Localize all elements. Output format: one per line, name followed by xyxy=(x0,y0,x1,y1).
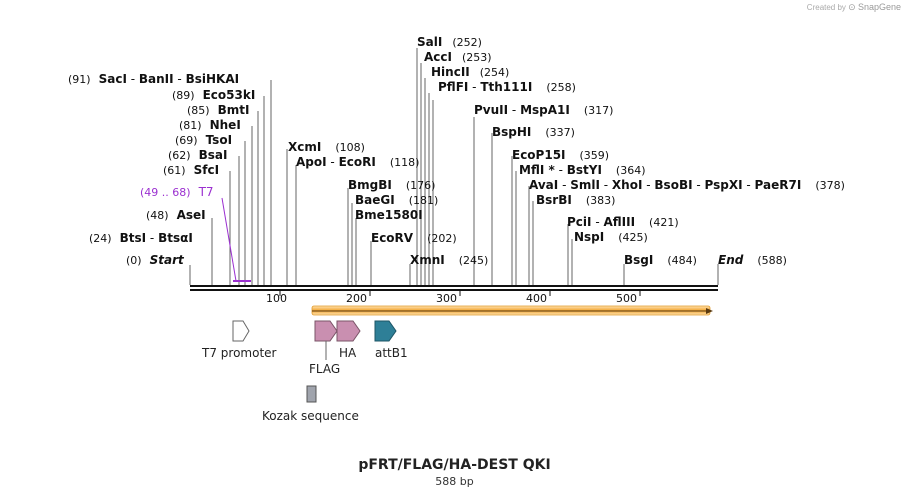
feature-flag[interactable]: FLAG xyxy=(309,320,340,376)
ruler-labels: 100 200 300 400 500 xyxy=(266,292,637,305)
feature-t7-promoter[interactable]: T7 promoter xyxy=(201,320,277,360)
primer-t7-label: (49 .. 68) T7 xyxy=(140,185,214,199)
enzyme-row-sali: SalI (252) xyxy=(417,35,482,49)
snapgene-credit: Created by ⊙ SnapGene xyxy=(807,2,901,13)
enzyme-row-bsai: (62) BsaI xyxy=(168,148,227,162)
feature-kozak-sequence[interactable]: Kozak sequence xyxy=(262,385,359,423)
enzyme-row-bsgi: BsgI (484) xyxy=(624,253,697,267)
enzyme-row-avai: AvaI - SmlI - XhoI - BsoBI - PspXI - Pae… xyxy=(529,178,845,192)
credit-prefix: Created by xyxy=(806,3,846,12)
attb1-label: attB1 xyxy=(375,346,408,360)
enzyme-row-nhei: (81) NheI xyxy=(179,118,241,132)
enzyme-row-nspi: NspI (425) xyxy=(574,230,648,244)
flag-label: FLAG xyxy=(309,362,340,376)
tick-label-500: 500 xyxy=(616,292,637,305)
enzyme-row-eco53ki: (89) Eco53kI xyxy=(172,88,255,102)
enzyme-row-sfci: (61) SfcI xyxy=(163,163,219,177)
tick-label-100: 100 xyxy=(266,292,287,305)
sequence-length: 588 bp xyxy=(435,475,474,488)
ha-arrow-icon xyxy=(336,320,361,342)
tick-label-300: 300 xyxy=(436,292,457,305)
enzyme-row-bmti: (85) BmtI xyxy=(187,103,249,117)
ruler xyxy=(279,290,641,296)
enzyme-row-saci: (91) SacI - BanII - BsiHKAI xyxy=(68,72,239,86)
enzyme-row-bsphi: BspHI (337) xyxy=(492,125,575,139)
feature-ha[interactable]: HA xyxy=(336,320,361,360)
start-label: (0) Start xyxy=(126,253,185,267)
enzyme-row-bme1580i: Bme1580I xyxy=(355,208,423,222)
t7-primer[interactable] xyxy=(221,197,251,282)
enzyme-row-ecorv: EcoRV (202) xyxy=(371,231,457,245)
enzyme-row-xcmi: XcmI (108) xyxy=(288,140,365,154)
kozak-label: Kozak sequence xyxy=(262,409,359,423)
map-title: pFRT/FLAG/HA-DEST QKI xyxy=(358,457,551,473)
enzyme-row-baegi: BaeGI (181) xyxy=(355,193,438,207)
end-label: End (588) xyxy=(718,253,787,267)
enzyme-row-pflfi: PflFI - Tth111I (258) xyxy=(438,80,576,94)
ha-label: HA xyxy=(339,346,357,360)
enzyme-row-pcii: PciI - AflIII (421) xyxy=(567,215,679,229)
enzyme-row-xmni: XmnI (245) xyxy=(410,253,488,267)
tick-label-200: 200 xyxy=(346,292,367,305)
sequence-backbone xyxy=(190,285,718,291)
enzyme-row-bsrbi: BsrBI (383) xyxy=(536,193,615,207)
tick-label-400: 400 xyxy=(526,292,547,305)
feature-attb1[interactable]: attB1 xyxy=(374,320,408,360)
enzyme-labels: SalI (252) AccI (253) HincII (254) PflFI - … xyxy=(68,35,845,267)
enzyme-leader-lines xyxy=(189,48,719,285)
enzyme-row-hincii: HincII (254) xyxy=(431,65,509,79)
enzyme-row-apoi: ApoI - EcoRI (118) xyxy=(296,155,419,169)
orf-arrow[interactable] xyxy=(311,305,713,316)
attb1-arrow-icon xyxy=(374,320,397,342)
enzyme-row-bmgbi: BmgBI (176) xyxy=(348,178,435,192)
t7-promoter-label: T7 promoter xyxy=(201,346,277,360)
snapgene-logo-icon: ⊙ xyxy=(848,2,856,12)
t7-promoter-arrow-icon xyxy=(232,320,250,342)
credit-brand: SnapGene xyxy=(857,2,901,12)
enzyme-row-mfli: MflI * - BstYI (364) xyxy=(519,163,646,177)
enzyme-row-ecop15i: EcoP15I (359) xyxy=(512,148,609,162)
enzyme-row-btsi: (24) BtsI - BtsαI xyxy=(89,231,193,245)
kozak-box-icon xyxy=(306,385,317,403)
enzyme-row-tsoi: (69) TsoI xyxy=(175,133,232,147)
enzyme-row-acci: AccI (253) xyxy=(424,50,492,64)
enzyme-row-asei: (48) AseI xyxy=(146,208,206,222)
enzyme-row-pvuii: PvuII - MspA1I (317) xyxy=(474,103,613,117)
flag-arrow-icon xyxy=(314,320,338,342)
